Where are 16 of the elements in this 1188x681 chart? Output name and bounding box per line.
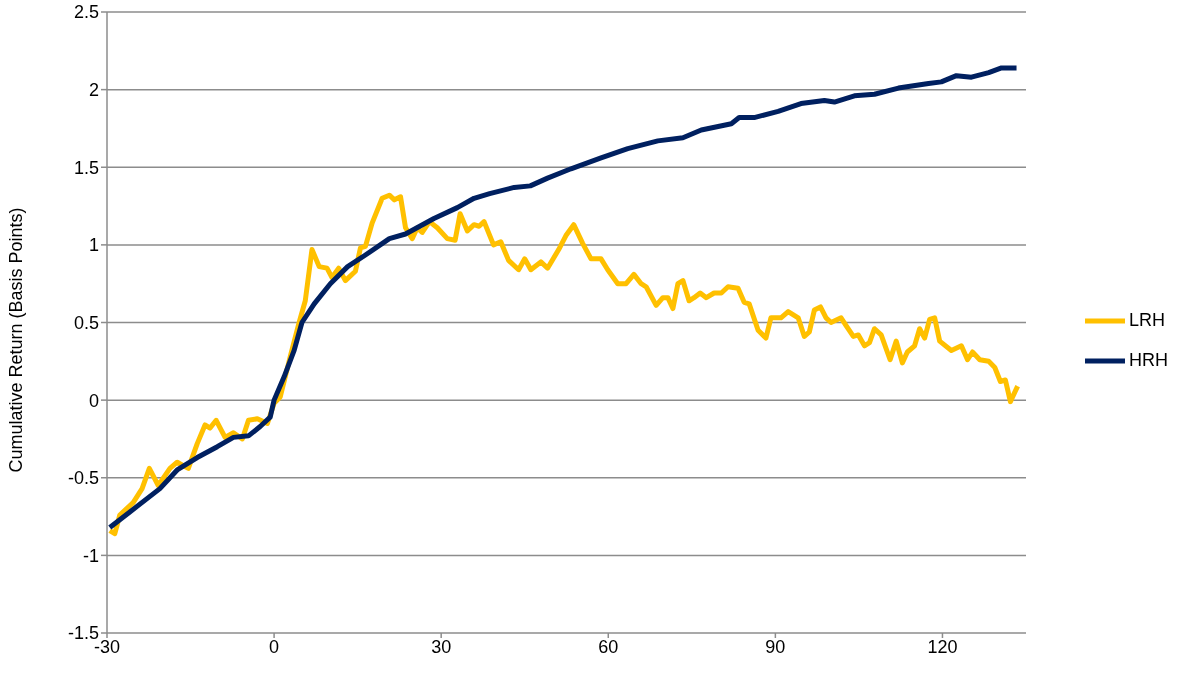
y-tick-label: -0.5 [67,468,99,489]
legend-label: HRH [1129,349,1168,370]
x-tick-label: 120 [927,636,958,657]
y-tick-label: 0.5 [73,312,99,333]
y-tick-label: 1.5 [73,157,99,178]
y-tick-label: 2 [88,80,99,101]
y-tick-label: 2.5 [73,2,99,23]
y-tick-label: 0 [88,390,99,411]
x-tick-label: 30 [431,636,452,657]
x-tick-label: 60 [598,636,619,657]
x-tick-label: 0 [269,636,280,657]
legend-label: LRH [1129,309,1166,330]
y-tick-label: -1 [82,545,99,566]
x-tick-label: 90 [765,636,786,657]
y-tick-label: 1 [88,235,99,256]
y-axis-title: Cumulative Return (Basis Points) [6,207,27,473]
